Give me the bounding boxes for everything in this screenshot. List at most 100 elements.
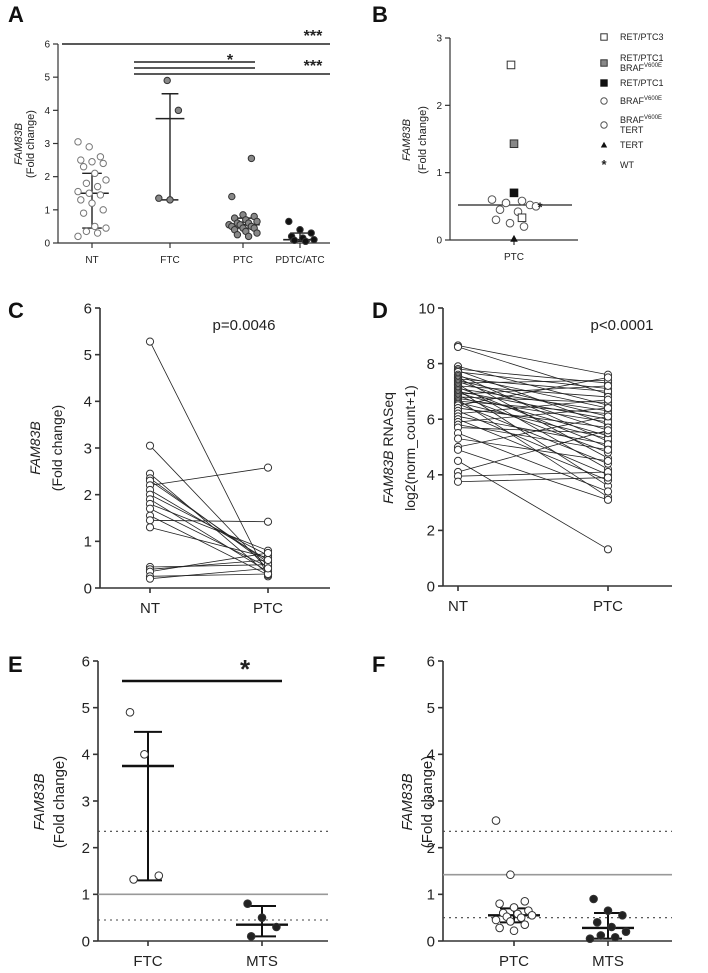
y-tick-label: 0 (427, 933, 435, 950)
data-point (531, 202, 541, 211)
data-point (453, 434, 463, 443)
data-point (600, 121, 608, 129)
data-point (246, 932, 256, 941)
pair-line (457, 395, 609, 453)
pair-line (457, 407, 609, 423)
data-point (102, 224, 110, 232)
data-point (603, 381, 613, 390)
legend-label: BRAFV600E (620, 96, 662, 106)
y-tick-label: 6 (84, 300, 92, 317)
y-tick-label: 3 (82, 793, 90, 810)
pair-line (457, 471, 609, 477)
legend-label: RET/PTC1 (620, 78, 664, 88)
data-point (272, 922, 281, 932)
data-point (301, 237, 310, 246)
pair-line (457, 396, 609, 403)
data-point (85, 189, 93, 197)
data-point (603, 473, 613, 482)
legend-label: RET/PTC1 (620, 53, 664, 63)
data-point (453, 477, 463, 486)
data-point (505, 218, 515, 228)
data-point (174, 106, 183, 115)
data-point (589, 894, 598, 904)
data-point (74, 138, 82, 146)
data-point (93, 182, 102, 191)
data-point (506, 870, 515, 880)
data-point (310, 235, 318, 244)
pair-line (457, 399, 609, 415)
data-point (495, 923, 504, 933)
pair-line (457, 345, 609, 376)
pair-line (457, 402, 609, 440)
pair-line (457, 370, 609, 426)
data-point (603, 906, 613, 915)
data-point (519, 222, 529, 231)
data-point (506, 917, 515, 926)
pair-line (457, 384, 609, 470)
y-axis-label: FAM83B (399, 773, 416, 830)
data-point (253, 229, 261, 237)
y-tick-label: 0 (436, 236, 442, 247)
data-point (99, 206, 107, 214)
y-tick-label: 2 (436, 101, 442, 112)
y-tick-label: 4 (84, 394, 92, 411)
data-point (244, 232, 253, 241)
x-tick-label: PTC (504, 252, 524, 263)
pair-line (457, 403, 609, 465)
data-point (125, 708, 135, 717)
data-point (91, 169, 99, 178)
x-tick-label: MTS (246, 953, 278, 970)
pair-line (457, 399, 609, 498)
x-tick-label: FTC (160, 255, 179, 266)
panel-c: C 0 1 2 3 4 5 6 NT PTC FAM83B (Fold change) p=0.0046 (8, 298, 330, 617)
x-tick-label: PTC (499, 953, 529, 970)
y-tick-label: 6 (44, 40, 50, 51)
pair-line (457, 416, 609, 448)
legend-label: TERT (620, 125, 644, 135)
panel-letter: F (372, 652, 385, 677)
panel-a: A 0 1 2 3 4 5 6 NT FTC PTC PDTC/ATC FAM83B (Fold chan… (8, 2, 330, 266)
legend-label: BRAFV600E (620, 115, 662, 125)
pair-line (457, 400, 609, 415)
panel-e: E 0 1 2 3 4 5 6 FTC MTS FAM83B (Fold change) * (8, 652, 328, 970)
y-axis-label: (Fold change) (49, 405, 65, 491)
y-tick-label: 5 (427, 700, 435, 717)
y-tick-label: 2 (44, 172, 50, 183)
data-point (263, 548, 273, 558)
data-point (610, 932, 620, 942)
panel-d: D 0 2 4 6 8 10 NT PTC FAM83B RNASeq log2(norm_coun… (372, 298, 672, 615)
data-point (74, 187, 82, 196)
panel-letter: B (372, 2, 388, 27)
x-tick-label: MTS (592, 953, 624, 970)
y-tick-label: 1 (84, 534, 92, 551)
data-point (516, 913, 526, 922)
pair-line (457, 385, 609, 395)
x-tick-label: PDTC/ATC (275, 255, 324, 266)
y-tick-label: 4 (44, 106, 50, 117)
pair-line (457, 432, 609, 492)
pair-line (457, 449, 609, 501)
y-axis-label: FAM83B (31, 773, 48, 830)
data-point (487, 195, 497, 204)
data-point (91, 222, 99, 231)
data-point (253, 217, 261, 226)
data-point (243, 899, 252, 908)
data-point (491, 915, 501, 925)
legend-label: RET/PTC3 (620, 32, 664, 42)
y-tick-label: 6 (82, 653, 90, 670)
y-axis-label: (Fold change) (25, 110, 37, 178)
data-point (603, 426, 613, 435)
y-axis-label: log2(norm_count+1) (402, 385, 418, 511)
data-point (285, 217, 293, 226)
data-point (263, 564, 273, 573)
p-value-annotation: p=0.0046 (213, 317, 276, 334)
x-tick-label: NT (140, 600, 160, 617)
y-tick-label: 5 (82, 700, 90, 717)
y-tick-label: 2 (427, 840, 435, 857)
y-tick-label: 0 (427, 578, 435, 595)
pair-line (457, 427, 609, 434)
data-point (603, 373, 613, 382)
data-point (603, 412, 613, 421)
y-tick-label: 0 (44, 239, 50, 250)
